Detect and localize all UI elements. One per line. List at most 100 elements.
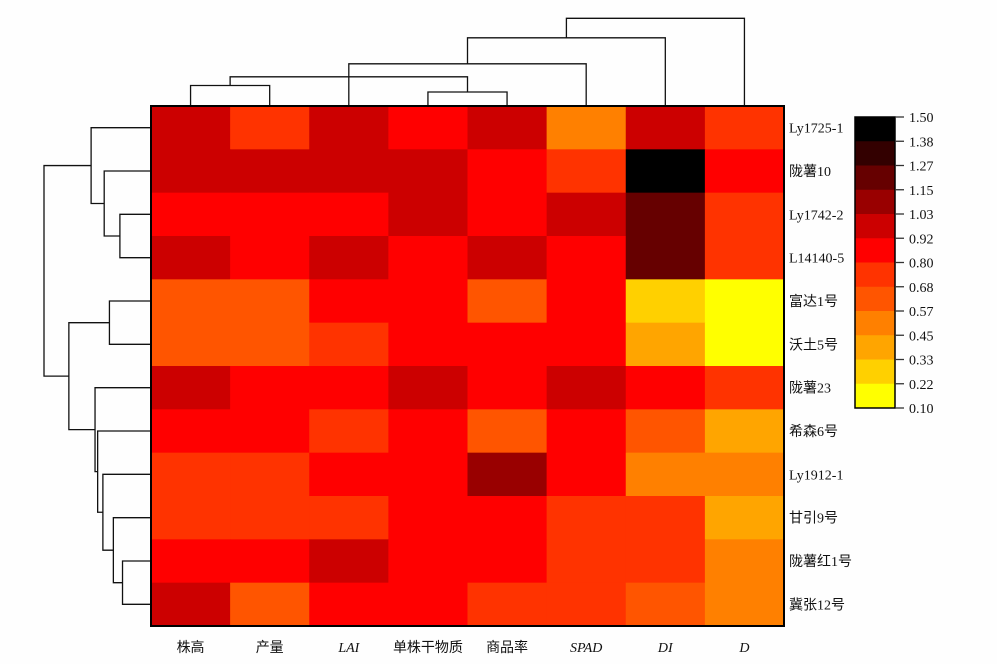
column-label: 商品率 <box>486 639 528 656</box>
heatmap-cell <box>546 322 627 367</box>
heatmap-cell <box>467 279 548 324</box>
heatmap-cell <box>467 539 548 584</box>
heatmap-cell <box>546 366 627 410</box>
colorbar-swatch <box>855 165 895 191</box>
colorbar-tick-label: 0.80 <box>909 257 934 272</box>
row-label: 陇薯10 <box>789 164 831 180</box>
heatmap-cell <box>467 236 548 280</box>
heatmap-cell <box>151 322 231 367</box>
row-label: Ly1725-1 <box>789 122 843 137</box>
heatmap-cell <box>388 236 468 280</box>
heatmap-cell <box>388 539 468 584</box>
dendrogram-branch <box>427 91 508 105</box>
dendrogram-branch <box>68 322 110 431</box>
heatmap-cell <box>546 192 627 237</box>
dendrogram-branch <box>466 37 666 105</box>
dendrogram-branch <box>189 84 271 105</box>
dendrogram-branch <box>102 473 150 551</box>
heatmap-cell <box>309 496 389 540</box>
heatmap-cell <box>309 582 389 627</box>
dendrogram-branch <box>565 17 746 105</box>
heatmap-cell <box>546 106 627 150</box>
heatmap-cell <box>704 322 785 367</box>
heatmap-cell <box>230 409 310 454</box>
heatmap-cell <box>309 106 389 150</box>
heatmap-cell <box>546 496 627 540</box>
column-label: DI <box>657 641 674 656</box>
colorbar-swatch <box>855 359 895 385</box>
dendrogram-branch <box>94 387 150 473</box>
heatmap-cell <box>151 192 231 237</box>
heatmap-cell <box>546 539 627 584</box>
heatmap-cell <box>309 539 389 584</box>
colorbar-tick-label: 0.92 <box>909 232 934 247</box>
colorbar-swatch <box>855 311 895 336</box>
colorbar-tick-label: 0.33 <box>909 354 934 369</box>
colorbar-swatch <box>855 262 895 288</box>
colorbar-tick-label: 0.10 <box>909 402 934 417</box>
colorbar-swatch <box>855 141 895 166</box>
colorbar-swatch <box>855 286 895 312</box>
column-labels: 株高 产量 LAI 单株干物质 商品率 SPAD DI D <box>177 639 750 656</box>
heatmap-frame <box>150 105 785 627</box>
heatmap-cell <box>704 236 785 280</box>
heatmap-cell <box>309 409 389 454</box>
heatmap-cell <box>309 366 389 410</box>
colorbar-swatch <box>855 214 895 239</box>
column-label: D <box>738 641 749 656</box>
heatmap-cell <box>388 106 468 150</box>
colorbar-swatch <box>855 189 895 215</box>
heatmap-cell <box>388 322 468 367</box>
heatmap-cell <box>704 366 785 410</box>
heatmap-cell <box>704 192 785 237</box>
dendrogram-branch <box>97 430 150 513</box>
heatmap-cell <box>704 496 785 540</box>
heatmap-cell <box>230 279 310 324</box>
heatmap-cell <box>151 496 231 540</box>
dendrogram-branch <box>119 213 150 259</box>
heatmap-cell <box>467 409 548 454</box>
heatmap-cell <box>230 192 310 237</box>
heatmap-cell <box>704 409 785 454</box>
row-label: 陇薯23 <box>789 381 831 397</box>
heatmap-cell <box>151 279 231 324</box>
heatmap-cell <box>704 582 785 627</box>
heatmap-cell <box>309 149 389 194</box>
heatmap-cell <box>151 539 231 584</box>
heatmap-cell <box>467 149 548 194</box>
heatmap-cell <box>467 366 548 410</box>
heatmap-cell <box>546 149 627 194</box>
heatmap-cell <box>467 496 548 540</box>
heatmap-cell <box>151 149 231 194</box>
heatmap-cell <box>309 452 389 497</box>
heatmap-cell <box>230 539 310 584</box>
heatmap-cell <box>388 192 468 237</box>
row-label: 希森6号 <box>789 424 838 440</box>
row-labels: Ly1725-1 陇薯10 Ly1742-2 L14140-5 富达1号沃土5号陇薯23… <box>789 122 852 614</box>
heatmap-cell <box>309 279 389 324</box>
heatmap-cell <box>230 149 310 194</box>
colorbar-swatch <box>855 335 895 360</box>
heatmap-cell <box>625 236 706 280</box>
heatmap-cell <box>467 192 548 237</box>
heatmap-cell <box>546 409 627 454</box>
heatmap-cell <box>546 582 627 627</box>
colorbar-swatch <box>855 117 895 142</box>
column-label: 产量 <box>256 640 284 656</box>
colorbar-swatch <box>855 238 895 263</box>
heatmap-cell <box>388 409 468 454</box>
column-label: 株高 <box>177 639 205 656</box>
colorbar-tick-label: 0.68 <box>909 281 934 296</box>
colorbar-tick-label: 0.22 <box>909 378 934 393</box>
column-label: 单株干物质 <box>393 640 463 656</box>
heatmap-cell <box>230 236 310 280</box>
heatmap-cell <box>625 149 706 194</box>
heatmap-cell <box>388 496 468 540</box>
heatmap-cell <box>309 322 389 367</box>
heatmap-cell <box>625 192 706 237</box>
heatmap-cell <box>625 322 706 367</box>
colorbar-tick-label: 1.38 <box>909 135 934 150</box>
dendrogram-branch <box>121 560 150 605</box>
heatmap-cell <box>625 106 706 150</box>
heatmap-cell <box>467 582 548 627</box>
